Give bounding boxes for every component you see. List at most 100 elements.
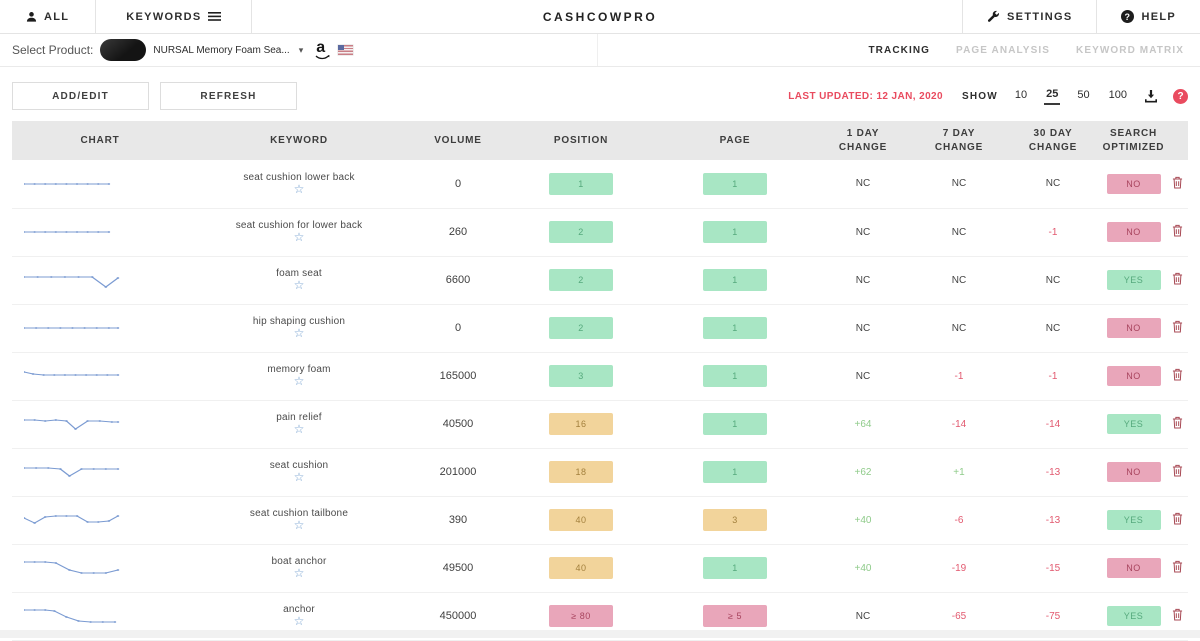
change-1-day: +40 — [814, 544, 912, 592]
delete-row-button[interactable] — [1172, 464, 1183, 477]
refresh-button[interactable]: REFRESH — [160, 82, 297, 110]
product-thumbnail[interactable] — [100, 39, 146, 61]
favorite-star-icon[interactable]: ☆ — [190, 183, 408, 196]
delete-row-button[interactable] — [1172, 608, 1183, 621]
change-1-day: NC — [814, 208, 912, 256]
change-30-day: NC — [1006, 256, 1100, 304]
sparkline-chart — [12, 352, 188, 400]
position-badge: 2 — [549, 221, 613, 243]
keyword-cell: foam seat ☆ — [188, 256, 410, 304]
delete-row-button[interactable] — [1172, 224, 1183, 237]
favorite-star-icon[interactable]: ☆ — [190, 615, 408, 628]
nav-tracking[interactable]: TRACKING — [868, 45, 930, 56]
view-switcher: TRACKING PAGE ANALYSIS KEYWORD MATRIX — [598, 34, 1200, 66]
tab-all[interactable]: ALL — [0, 0, 96, 33]
keyword-cell: seat cushion for lower back ☆ — [188, 208, 410, 256]
page-size-100[interactable]: 100 — [1107, 89, 1129, 104]
keyword-cell: memory foam ☆ — [188, 352, 410, 400]
favorite-star-icon[interactable]: ☆ — [190, 567, 408, 580]
volume-value: 260 — [410, 208, 506, 256]
favorite-star-icon[interactable]: ☆ — [190, 279, 408, 292]
delete-row-button[interactable] — [1172, 560, 1183, 573]
product-bar: Select Product: NURSAL Memory Foam Sea..… — [0, 34, 1200, 67]
volume-value: 165000 — [410, 352, 506, 400]
download-icon[interactable] — [1144, 90, 1158, 103]
table-row: hip shaping cushion ☆ 0 2 1 NC NC NC NO — [12, 304, 1188, 352]
change-7-day: NC — [912, 160, 1006, 208]
show-label: SHOW — [962, 91, 998, 102]
col-30-day-change: 30 DAY CHANGE — [1006, 121, 1100, 160]
delete-row-button[interactable] — [1172, 272, 1183, 285]
page-badge: 1 — [703, 221, 767, 243]
delete-row-button[interactable] — [1172, 176, 1183, 189]
change-7-day: NC — [912, 256, 1006, 304]
menu-icon — [208, 12, 221, 21]
favorite-star-icon[interactable]: ☆ — [190, 375, 408, 388]
person-icon — [26, 11, 37, 23]
volume-value: 49500 — [410, 544, 506, 592]
delete-row-button[interactable] — [1172, 368, 1183, 381]
help-circle-icon: ? — [1121, 10, 1134, 23]
favorite-star-icon[interactable]: ☆ — [190, 519, 408, 532]
favorite-star-icon[interactable]: ☆ — [190, 423, 408, 436]
page-badge: 1 — [703, 557, 767, 579]
next-row-edge — [0, 630, 1200, 638]
search-optimized-badge: NO — [1107, 222, 1161, 242]
last-updated-label: LAST UPDATED: 12 JAN, 2020 — [788, 91, 943, 102]
table-row: seat cushion ☆ 201000 18 1 +62 +1 -13 NO — [12, 448, 1188, 496]
change-1-day: NC — [814, 304, 912, 352]
question-circle-icon[interactable]: ? — [1173, 89, 1188, 104]
position-badge: ≥ 80 — [549, 605, 613, 627]
change-30-day: -14 — [1006, 400, 1100, 448]
position-badge: 2 — [549, 269, 613, 291]
col-search-optimized: SEARCH OPTIMIZED — [1100, 121, 1167, 160]
position-badge: 2 — [549, 317, 613, 339]
volume-value: 201000 — [410, 448, 506, 496]
sparkline-chart — [12, 304, 188, 352]
col-1-day-change: 1 DAY CHANGE — [814, 121, 912, 160]
page-size-10[interactable]: 10 — [1013, 89, 1029, 104]
delete-row-button[interactable] — [1172, 320, 1183, 333]
change-30-day: NC — [1006, 160, 1100, 208]
col-page: PAGE — [656, 121, 814, 160]
sparkline-chart — [12, 256, 188, 304]
add-edit-button[interactable]: ADD/EDIT — [12, 82, 149, 110]
change-30-day: -1 — [1006, 352, 1100, 400]
favorite-star-icon[interactable]: ☆ — [190, 231, 408, 244]
change-30-day: -1 — [1006, 208, 1100, 256]
nav-keyword-matrix[interactable]: KEYWORD MATRIX — [1076, 45, 1184, 56]
wrench-icon — [987, 10, 1000, 23]
keyword-table-body: seat cushion lower back ☆ 0 1 1 NC NC NC… — [12, 160, 1188, 640]
delete-row-button[interactable] — [1172, 512, 1183, 525]
nav-page-analysis[interactable]: PAGE ANALYSIS — [956, 45, 1050, 56]
col-chart: CHART — [12, 121, 188, 160]
page-size-50[interactable]: 50 — [1075, 89, 1091, 104]
sparkline-chart — [12, 448, 188, 496]
product-select[interactable]: NURSAL Memory Foam Sea... — [153, 45, 289, 56]
volume-value: 40500 — [410, 400, 506, 448]
change-7-day: -14 — [912, 400, 1006, 448]
chevron-down-icon[interactable]: ▾ — [299, 45, 304, 56]
page-size-25[interactable]: 25 — [1044, 88, 1060, 105]
favorite-star-icon[interactable]: ☆ — [190, 327, 408, 340]
keyword-cell: seat cushion ☆ — [188, 448, 410, 496]
change-30-day: -15 — [1006, 544, 1100, 592]
table-header-row: CHART KEYWORD VOLUME POSITION PAGE 1 DAY… — [12, 121, 1188, 160]
col-actions — [1167, 121, 1188, 160]
page-badge: 1 — [703, 461, 767, 483]
search-optimized-badge: NO — [1107, 318, 1161, 338]
table-row: seat cushion tailbone ☆ 390 40 3 +40 -6 … — [12, 496, 1188, 544]
tab-keywords-label: KEYWORDS — [126, 11, 201, 23]
delete-row-button[interactable] — [1172, 416, 1183, 429]
favorite-star-icon[interactable]: ☆ — [190, 471, 408, 484]
help-button[interactable]: ? HELP — [1096, 0, 1200, 33]
change-1-day: +40 — [814, 496, 912, 544]
settings-button[interactable]: SETTINGS — [962, 0, 1096, 33]
sparkline-chart — [12, 160, 188, 208]
keyword-cell: pain relief ☆ — [188, 400, 410, 448]
tab-keywords[interactable]: KEYWORDS — [96, 0, 252, 33]
table-row: foam seat ☆ 6600 2 1 NC NC NC YES — [12, 256, 1188, 304]
page-badge: 1 — [703, 365, 767, 387]
change-30-day: NC — [1006, 304, 1100, 352]
sparkline-chart — [12, 208, 188, 256]
